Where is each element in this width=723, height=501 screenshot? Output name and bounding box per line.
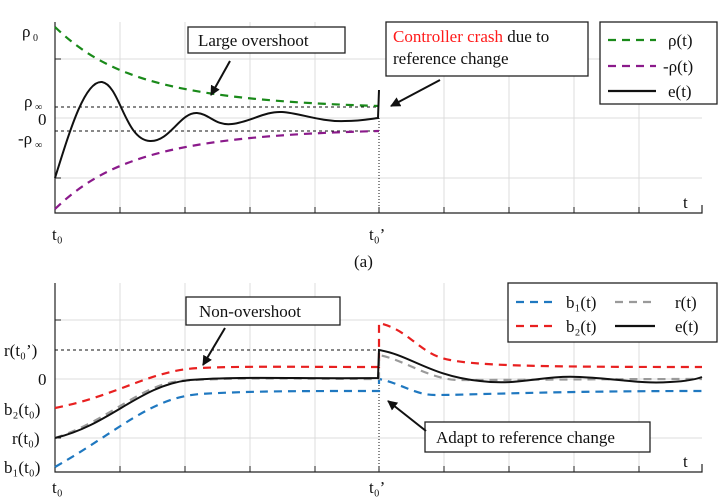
svg-text:0: 0	[38, 370, 47, 389]
svg-text:t: t	[683, 193, 688, 212]
svg-text:reference change: reference change	[393, 49, 509, 68]
y-labels-b: r(t₀’) 0 b₂(t₀) r(t₀) b₁(t₀)	[4, 341, 47, 477]
svg-text:∞: ∞	[35, 140, 42, 151]
annotation-adapt: Adapt to reference change	[387, 400, 651, 453]
svg-text:ρ(t): ρ(t)	[668, 31, 693, 50]
svg-text:Adapt to reference change: Adapt to reference change	[436, 428, 615, 447]
svg-text:Non-overshoot: Non-overshoot	[199, 302, 301, 321]
caption-a: (a)	[354, 252, 373, 271]
legend-b: b₁(t) r(t) b₂(t) e(t)	[507, 282, 718, 343]
svg-text:t: t	[683, 452, 688, 471]
panel-a: ρ 0 ρ ∞ 0 -ρ ∞ t₀ t₀’ t (a) Large oversh…	[18, 21, 718, 271]
svg-text:ρ: ρ	[22, 22, 30, 41]
svg-text:ρ: ρ	[24, 92, 32, 111]
annotation-non-overshoot: Non-overshoot	[185, 296, 341, 366]
neg-rho-curve	[54, 129, 380, 210]
panel-b: r(t₀’) 0 b₂(t₀) r(t₀) b₁(t₀) t₀ t₀’ t No…	[4, 282, 718, 497]
error-curve-b	[54, 348, 703, 439]
error-curve	[54, 81, 380, 179]
svg-text:t₀: t₀	[52, 225, 63, 244]
svg-text:-ρ: -ρ	[18, 129, 32, 148]
svg-text:Controller crash due to: Controller crash due to	[393, 27, 549, 46]
svg-text:r(t₀): r(t₀)	[12, 429, 40, 448]
svg-text:∞: ∞	[35, 102, 42, 113]
annotation-large-overshoot: Large overshoot	[187, 26, 346, 96]
svg-text:Large overshoot: Large overshoot	[198, 31, 309, 50]
b1-curve	[54, 377, 703, 468]
svg-text:t₀’: t₀’	[369, 478, 385, 497]
svg-text:-ρ(t): -ρ(t)	[663, 57, 693, 76]
svg-text:b₂(t₀): b₂(t₀)	[4, 400, 40, 419]
svg-text:e(t): e(t)	[668, 82, 692, 101]
svg-text:e(t): e(t)	[675, 317, 699, 336]
svg-text:0: 0	[33, 33, 38, 44]
svg-text:b₁(t): b₁(t)	[566, 293, 596, 312]
y-labels-a: ρ 0 ρ ∞ 0 -ρ ∞	[18, 22, 47, 151]
svg-text:t₀’: t₀’	[369, 225, 385, 244]
svg-text:b₂(t): b₂(t)	[566, 317, 596, 336]
legend-a: ρ(t) -ρ(t) e(t)	[599, 21, 718, 105]
svg-text:r(t₀’): r(t₀’)	[4, 341, 37, 360]
annotation-controller-crash: Controller crash due to reference change	[385, 21, 589, 107]
rho-curve	[54, 26, 380, 108]
reference-curve	[54, 353, 703, 440]
svg-text:t₀: t₀	[52, 478, 63, 497]
svg-text:b₁(t₀): b₁(t₀)	[4, 458, 40, 477]
svg-text:0: 0	[38, 110, 47, 129]
svg-text:r(t): r(t)	[675, 293, 697, 312]
